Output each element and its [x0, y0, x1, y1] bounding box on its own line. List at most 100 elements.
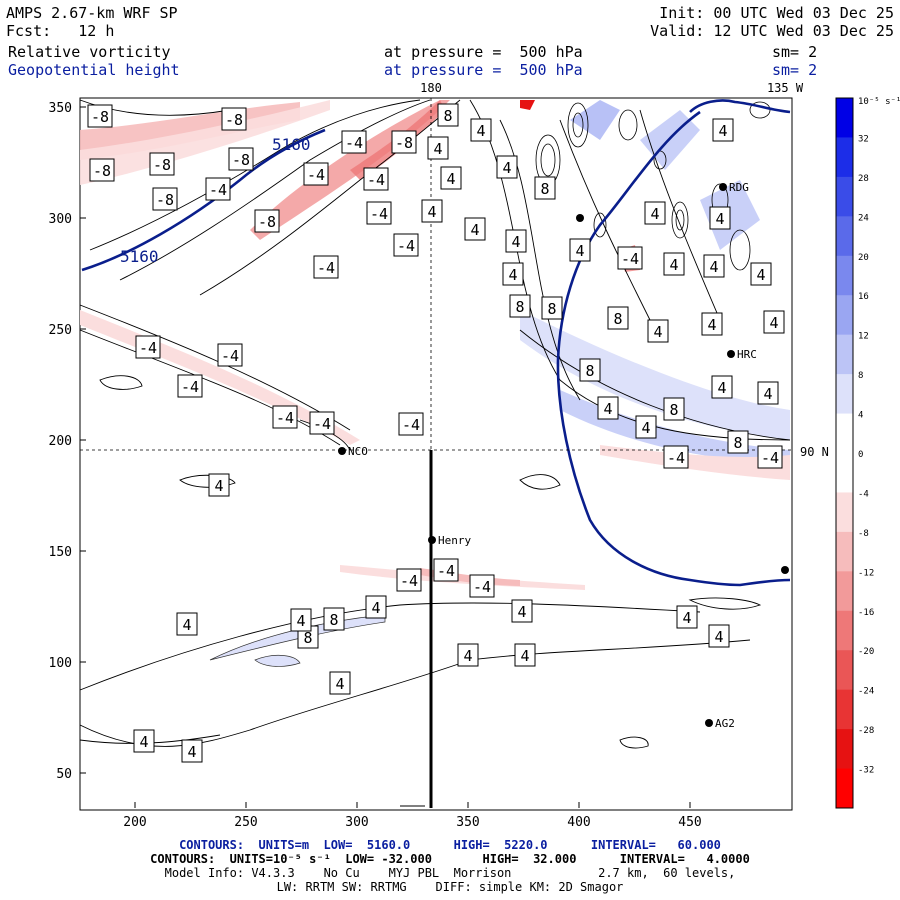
contour-label-positive-box: [505, 229, 527, 253]
smoothing-vorticity: sm= 2: [772, 43, 818, 61]
colorbar-tick-label: 32: [858, 134, 869, 144]
contour-label-positive: 4: [714, 628, 723, 646]
colorbar-swatch: [836, 492, 853, 533]
contour-label-positive-box: [509, 294, 531, 318]
colorbar-tick-label: 4: [858, 411, 863, 421]
contour-label-positive: 4: [508, 266, 517, 284]
station-label-rdg: RDG: [729, 181, 749, 194]
contour-label-negative: -4: [345, 134, 363, 152]
smoothing-height: sm= 2: [772, 61, 818, 79]
colorbar-swatch: [836, 176, 853, 217]
colorbar-swatch: [836, 610, 853, 651]
contour-label-positive-box: [635, 415, 657, 439]
colorbar-swatch: [836, 689, 853, 730]
y-tick-label: 350: [49, 101, 72, 116]
colorbar-tick-label: -4: [858, 489, 869, 499]
contour-label-negative: -8: [153, 156, 171, 174]
colorbar-swatch: [836, 374, 853, 415]
colorbar: 10⁻⁵ s⁻¹ 32 28 24 20 16 12 8 4 0 -4 -8 -12 -16 -20 -24…: [835, 97, 900, 809]
contour-label-positive: 4: [575, 242, 584, 260]
contour-label-positive: 4: [718, 122, 727, 140]
contour-label-negative-box: [341, 130, 367, 154]
contour-label-positive: 4: [476, 122, 485, 140]
contour-label-positive: 8: [547, 300, 556, 318]
y-tick-label: 150: [49, 545, 72, 560]
contour-label-positive: 4: [182, 616, 191, 634]
contour-label-negative: -8: [225, 111, 243, 129]
contour-label-positive-box: [496, 155, 518, 179]
model-title: AMPS 2.67-km WRF SP: [6, 4, 178, 22]
contour-label-positive-box: [750, 262, 772, 286]
contour-label-negative-box: [228, 147, 254, 171]
field-vorticity: Relative vorticity: [8, 43, 171, 61]
contour-label-positive: 4: [296, 612, 305, 630]
height-label-5160-b: 5160: [272, 135, 311, 154]
contour-label-positive: 8: [540, 180, 549, 198]
meridian-135w-label: 135 W: [767, 81, 804, 95]
colorbar-tick-label: -20: [858, 647, 874, 657]
colorbar-tick-label: 20: [858, 253, 869, 263]
contour-label-positive-box: [597, 396, 619, 420]
contour-label-positive-box: [514, 643, 536, 667]
contour-label-positive: 4: [520, 647, 529, 665]
contour-label-negative: -4: [181, 378, 199, 396]
contour-label-positive-box: [440, 166, 462, 190]
colorbar-tick-label: -32: [858, 766, 874, 776]
contour-label-negative: -8: [156, 191, 174, 209]
colorbar-swatch: [836, 571, 853, 612]
contour-label-positive-box: [701, 312, 723, 336]
contour-label-positive: 4: [517, 603, 526, 621]
contour-label-positive: 8: [303, 629, 312, 647]
height-contour-info: CONTOURS: UNITS=m LOW= 5160.0 HIGH= 5220…: [179, 838, 721, 852]
contour-label-negative: -4: [307, 166, 325, 184]
x-axis: 200 250 300 350 400 450: [123, 802, 702, 830]
colorbar-unit: 10⁻⁵ s⁻¹: [858, 97, 900, 107]
contour-label-positive-box: [208, 473, 230, 497]
contour-label-positive-box: [763, 310, 785, 334]
contour-label-negative: -4: [276, 409, 294, 427]
contour-label-positive: 4: [502, 159, 511, 177]
y-tick-label: 100: [49, 656, 72, 671]
contour-label-positive: 4: [335, 675, 344, 693]
contour-label-positive-box: [709, 206, 731, 230]
contour-label-negative-box: [221, 107, 247, 131]
contour-label-positive-box: [470, 118, 492, 142]
contour-label-positive-box: [427, 136, 449, 160]
contour-label-positive-box: [663, 252, 685, 276]
y-tick-label: 300: [49, 212, 72, 227]
contour-label-positive: 4: [717, 379, 726, 397]
colorbar-tick-label: -12: [858, 568, 874, 578]
parallel-90n-label: 90 N: [800, 445, 829, 459]
contour-label-negative: -4: [402, 416, 420, 434]
contour-label-negative: -8: [93, 162, 111, 180]
contour-label-negative: -4: [667, 449, 685, 467]
contour-label-positive-box: [511, 599, 533, 623]
contour-label-positive-box: [708, 624, 730, 648]
colorbar-tick-label: 8: [858, 371, 863, 381]
contour-label-positive: 4: [650, 205, 659, 223]
contour-label-positive: 4: [470, 221, 479, 239]
colorbar-swatch: [836, 98, 853, 138]
contour-label-positive: 8: [515, 298, 524, 316]
contour-label-positive-box: [133, 729, 155, 753]
contour-label-positive: 4: [187, 743, 196, 761]
contour-label-negative-box: [177, 374, 203, 398]
valid-time: Valid: 12 UTC Wed 03 Dec 25: [650, 22, 894, 40]
colorbar-swatch: [836, 137, 853, 178]
contour-label-negative-box: [366, 201, 392, 225]
contour-label-positive: 8: [733, 434, 742, 452]
station-marker-rdg: [719, 183, 727, 191]
contour-label-negative: -8: [91, 108, 109, 126]
contour-label-positive-box: [534, 176, 556, 200]
station-marker-ag2: [705, 719, 713, 727]
station-label-hrc: HRC: [737, 348, 757, 361]
pressure-vorticity: at pressure = 500 hPa: [384, 43, 583, 61]
height-label-5160-a: 5160: [120, 247, 159, 266]
colorbar-swatch: [836, 650, 853, 691]
physics-info: LW: RRTM SW: RRTMG DIFF: simple KM: 2D S…: [276, 880, 624, 894]
colorbar-swatch: [836, 413, 853, 454]
y-tick-label: 200: [49, 434, 72, 449]
contour-label-negative: -4: [209, 181, 227, 199]
y-tick-label: 250: [49, 323, 72, 338]
